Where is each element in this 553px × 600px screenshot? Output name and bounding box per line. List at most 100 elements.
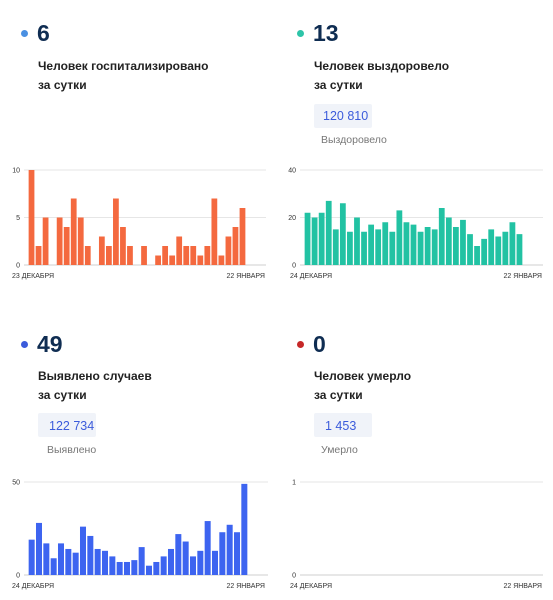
deaths-chart: 0 1 24 ДЕКАБРЯ 22 ЯНВАРЯ [290,480,543,590]
x-end-label: 22 ЯНВАРЯ [226,583,265,590]
y-tick-label: 0 [292,573,296,580]
bar [72,552,79,575]
bar [516,234,523,266]
cases-chart: 0 50 24 ДЕКАБРЯ 22 ЯНВАРЯ [12,480,268,590]
bullet-dot-icon [21,341,28,348]
bar [57,543,64,575]
bar [105,246,112,265]
cases-total-box [38,413,96,437]
hospitalized-description: Человек госпитализировано за сутки [38,59,209,92]
bar [197,550,204,575]
bar [233,532,240,575]
y-tick-label: 20 [288,215,296,222]
bar [204,521,211,575]
bar [101,550,108,575]
recovered-total-label: Выздоровело [321,134,387,146]
bar [452,227,459,265]
bar [438,208,445,265]
hospitalized-panel: 6 Человек госпитализировано за сутки 0 5 1… [0,0,270,300]
bar [325,200,332,266]
bullet-dot-icon [297,341,304,348]
recovered-total-box [314,104,372,128]
bar [162,246,169,265]
y-tick-label: 0 [292,263,296,270]
y-tick-label: 40 [288,168,296,175]
recovered-description: Человек выздоровело за сутки [314,59,450,92]
bar [42,217,49,265]
bar [153,561,160,575]
bar [509,222,516,265]
bar [182,541,189,575]
bar [396,210,403,265]
bar [84,246,91,265]
bar [431,229,438,266]
bar [79,526,86,575]
bar [488,229,495,266]
bullet-dot-icon [297,30,304,37]
deaths-panel: 0 Человек умерло за сутки 1 453 Умерло 0… [280,300,550,600]
bar [70,198,77,265]
bar [28,539,35,575]
y-tick-label: 10 [12,168,20,175]
bar [35,246,42,265]
recovered-count: 13 [313,20,339,46]
cases-total: 122 734 [49,419,95,433]
bar [382,222,389,265]
bar [467,234,473,266]
cases-count: 49 [37,331,63,357]
bar [183,246,190,265]
x-end-label: 22 ЯНВАРЯ [503,583,542,590]
x-start-label: 24 ДЕКАБРЯ [290,273,332,280]
x-start-label: 24 ДЕКАБРЯ [290,583,332,590]
bar [211,550,218,575]
y-tick-label: 1 [292,480,296,487]
bar [176,236,183,265]
bar [43,543,50,575]
bar [332,229,339,266]
bar [361,231,367,265]
bar [175,534,182,575]
bar [113,198,119,265]
bar [368,224,375,266]
deaths-total-box [314,413,372,437]
bar [120,227,126,265]
bar [474,246,480,265]
bar [131,560,138,575]
bar [241,483,248,575]
bar [123,561,130,575]
bar [145,565,152,575]
bar [155,255,161,265]
x-start-label: 23 ДЕКАБРЯ [12,273,54,280]
recovered-total: 120 810 [323,109,369,123]
deaths-count: 0 [313,331,326,357]
bar [94,548,101,575]
bar [197,255,204,265]
y-tick-label: 0 [16,573,20,580]
bar [138,547,145,575]
deaths-description: Человек умерло за сутки [314,369,412,402]
bar [339,203,346,265]
bar [109,556,116,575]
hospitalized-chart: 0 5 10 23 ДЕКАБРЯ 22 ЯНВАРЯ [12,168,266,280]
bar [160,556,167,575]
bar [495,236,502,265]
x-end-label: 22 ЯНВАРЯ [226,273,265,280]
cases-panel: 49 Выявлено случаев за сутки 122 734 Выя… [0,300,270,600]
bar [389,231,396,265]
recovered-panel: 13 Человек выздоровело за сутки 120 810 … [280,0,550,300]
bar [225,236,232,265]
deaths-total-label: Умерло [321,444,358,456]
bar [211,198,218,265]
bar [98,236,105,265]
bar [204,246,211,265]
bar [77,217,84,265]
bar [219,532,226,575]
deaths-total: 1 453 [325,419,357,433]
bullet-dot-icon [21,30,28,37]
bar [375,229,382,266]
bar [28,170,35,265]
bar [169,255,176,265]
bar [417,231,424,265]
bar [56,217,63,265]
x-end-label: 22 ЯНВАРЯ [503,273,542,280]
